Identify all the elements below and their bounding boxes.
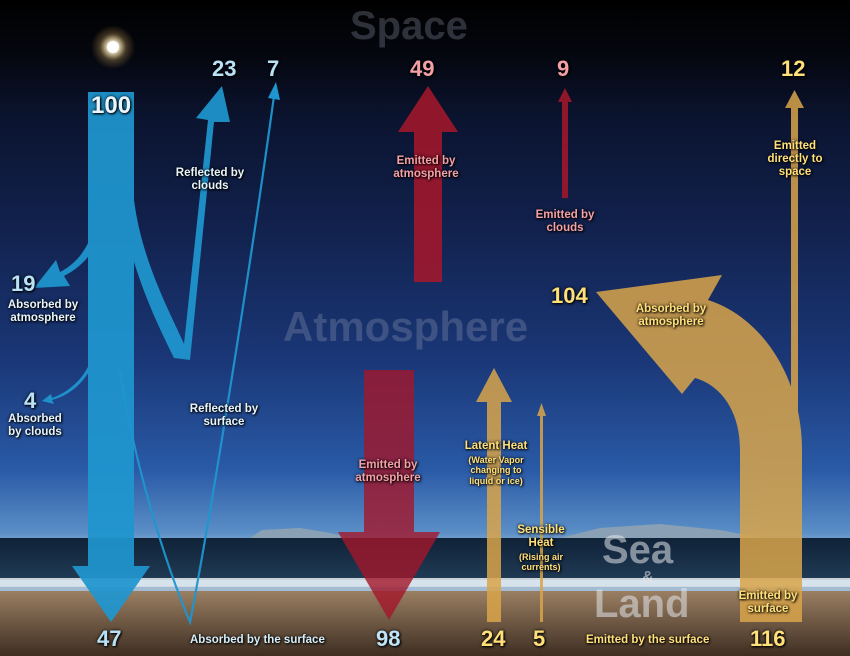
direct-to-space-label: Emitted directly to space — [767, 140, 823, 179]
atmosphere-to-surface-label: Emitted by atmosphere — [355, 459, 421, 485]
sensible-heat-label: Sensible Heat — [517, 524, 565, 550]
clouds-to-space-label: Emitted by clouds — [535, 209, 595, 235]
atmosphere-to-space-value: 49 — [410, 56, 435, 81]
arrow-reflected-surface-line — [118, 95, 276, 626]
distant-hills-right — [560, 524, 760, 538]
arrow-absorbed-by-atmosphere — [596, 275, 802, 622]
reflected-clouds-value: 23 — [212, 56, 237, 81]
surface-total-value: 116 — [750, 626, 786, 651]
absorbed-atmosphere-label: Absorbed by atmosphere — [7, 299, 79, 325]
arrow-atmosphere-to-space — [398, 86, 458, 282]
clouds-to-space-value: 9 — [557, 56, 570, 81]
arrow-clouds-to-space-shaft — [562, 100, 568, 198]
atmosphere-to-surface-value: 98 — [376, 626, 401, 651]
surf — [0, 578, 850, 587]
emitted-by-surface-label: Emitted by the surface — [586, 634, 710, 646]
arrow-direct-to-space — [791, 106, 798, 622]
arrow-absorbed-atmosphere — [34, 210, 106, 288]
absorbed-atmosphere-value: 19 — [11, 271, 36, 296]
arrow-sensible-heat — [540, 414, 543, 622]
distant-hills — [250, 528, 350, 538]
latent-heat-sublabel: (Water Vapor changing to liquid or ice) — [468, 455, 524, 486]
zone-sea-title: Sea — [602, 528, 674, 572]
zone-space-title: Space — [350, 4, 468, 48]
absorbed-by-atmosphere-label: Absorbed by atmosphere — [635, 303, 707, 329]
sensible-heat-sublabel: (Rising air currents) — [518, 552, 563, 573]
direct-to-space-value: 12 — [781, 56, 806, 81]
latent-heat-label: Latent Heat — [464, 440, 528, 452]
reflected-clouds-label: Reflected by clouds — [175, 167, 245, 193]
latent-heat-value: 24 — [481, 626, 506, 651]
absorbed-surface-label: Absorbed by the surface — [190, 634, 325, 646]
surface-total-label: Emitted by surface — [738, 590, 798, 616]
atmosphere-to-space-label: Emitted by atmosphere — [393, 155, 459, 181]
zone-land-title: Land — [594, 582, 690, 626]
arrow-reflected-clouds — [120, 86, 230, 360]
sand — [0, 591, 850, 656]
incoming-total-value: 100 — [91, 92, 132, 119]
absorbed-clouds-value: 4 — [24, 388, 37, 413]
arrow-atmosphere-to-surface — [338, 370, 440, 620]
absorbed-surface-value: 47 — [97, 626, 122, 651]
absorbed-clouds-label: Absorbed by clouds — [8, 413, 62, 439]
absorbed-by-atmosphere-value: 104 — [551, 283, 588, 308]
reflected-surface-label: Reflected by surface — [189, 403, 259, 429]
zone-atmosphere-title: Atmosphere — [283, 303, 529, 350]
zone-amp: & — [642, 569, 654, 586]
arrow-latent-heat — [476, 368, 512, 622]
sensible-heat-value: 5 — [533, 626, 546, 651]
reflected-surface-value: 7 — [267, 56, 280, 81]
